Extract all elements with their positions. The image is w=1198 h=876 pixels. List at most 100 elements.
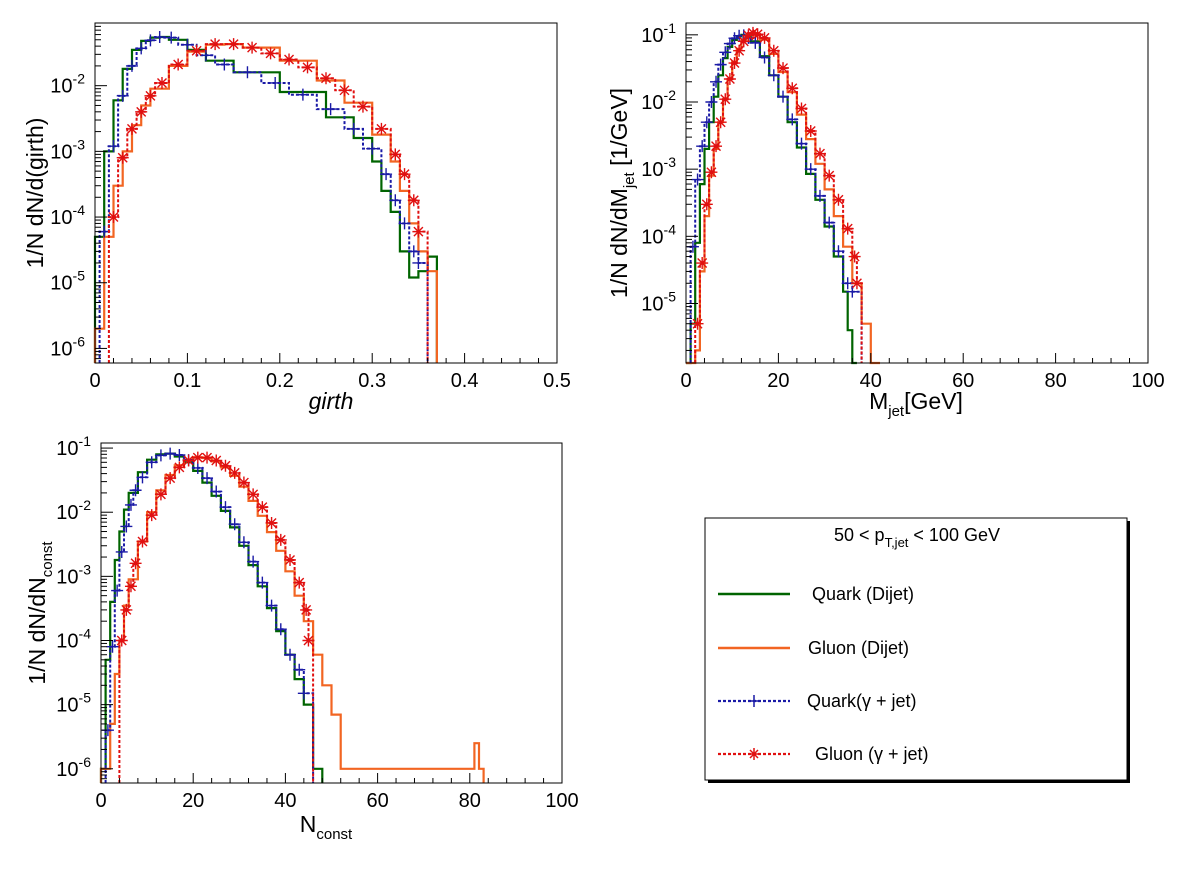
mass-marker-gluon-gamma [758, 31, 771, 44]
nconst-marker-quark-gamma [154, 449, 167, 462]
mass-marker-quark-gamma [710, 75, 723, 88]
nconst-y-tick-label: 10-6 [56, 754, 91, 781]
nconst-marker-quark-gamma [124, 498, 137, 511]
nconst-x-tick-label: 100 [545, 790, 578, 812]
girth-x-tick-label: 0.1 [173, 370, 201, 392]
girth-marker-gluon-gamma [407, 194, 420, 207]
nconst-y-tick-label: 10-1 [56, 433, 91, 460]
mass-x-axis-title-sub: jet [887, 403, 905, 420]
mass-marker-gluon-gamma [742, 29, 755, 42]
girth-marker-quark-gamma [380, 168, 393, 181]
nconst-y-axis-title: 1/N dN/dNconst [24, 541, 56, 685]
mass-marker-gluon-gamma [777, 62, 790, 75]
mass-marker-gluon-gamma [841, 222, 854, 235]
nconst-marker-quark-gamma [164, 447, 177, 460]
girth-panel: 0 0.1 0.2 0.3 0.4 0.5 10-6 10-5 10-4 10-3 10-2 gir… [22, 22, 571, 414]
mass-marker-gluon-gamma [728, 57, 741, 70]
mass-marker-quark-gamma [777, 90, 790, 103]
mass-marker-gluon-gamma [832, 193, 845, 206]
legend-header-sub: T,jet [885, 535, 909, 550]
girth-plot-frame [94, 22, 558, 364]
nconst-x-tick-label: 80 [459, 790, 481, 812]
nconst-marker-gluon-gamma [256, 501, 269, 514]
girth-marker-gluon-gamma [398, 168, 411, 181]
mass-marker-quark-gamma [795, 137, 808, 150]
mass-marker-quark-gamma [786, 113, 799, 126]
nconst-marker-quark-gamma [115, 545, 128, 558]
nconst-marker-quark-gamma [120, 520, 133, 533]
nconst-y-axis-title-sub: const [39, 541, 56, 578]
nconst-marker-gluon-gamma [210, 454, 223, 467]
girth-marker-quark-gamma [398, 217, 411, 230]
girth-series-quark-gamma [98, 36, 429, 363]
girth-y-tick-label: 10-5 [50, 268, 85, 295]
girth-marker-gluon-gamma [116, 151, 129, 164]
mass-y-axis-title-unit: [1/GeV] [606, 88, 632, 172]
mass-marker-gluon-gamma [786, 82, 799, 95]
mass-marker-quark-gamma [705, 95, 718, 108]
girth-marker-quark-gamma [412, 256, 425, 269]
mass-marker-gluon-gamma [746, 26, 759, 39]
nconst-y-tick-label: 10-5 [56, 690, 91, 717]
girth-marker-quark-gamma [269, 76, 282, 89]
nconst-marker-quark-gamma [274, 623, 287, 636]
girth-marker-quark-gamma [366, 142, 379, 155]
mass-marker-quark-gamma [823, 216, 836, 229]
girth-marker-gluon-gamma [389, 148, 402, 161]
nconst-marker-quark-gamma [228, 518, 241, 531]
mass-y-axis-title: 1/N dN/dMjet [1/GeV] [606, 88, 638, 298]
nconst-x-axis-title-main: N [300, 811, 317, 837]
girth-x-tick-label: 0 [89, 370, 100, 392]
girth-marker-quark-gamma [153, 31, 166, 44]
nconst-marker-gluon-gamma [191, 451, 204, 464]
nconst-marker-gluon-gamma [293, 576, 306, 589]
mass-x-tick-label: 100 [1131, 370, 1164, 392]
girth-marker-quark-gamma [144, 34, 157, 47]
mass-y-tick-label: 10-1 [641, 20, 676, 47]
mass-series-quark-dijet [686, 33, 857, 365]
girth-marker-quark-gamma [165, 31, 178, 44]
nconst-marker-quark-gamma [265, 599, 278, 612]
nconst-marker-quark-gamma [237, 536, 250, 549]
mass-marker-gluon-gamma [691, 317, 704, 330]
girth-marker-gluon-gamma [264, 47, 277, 60]
nconst-marker-quark-gamma [191, 461, 204, 474]
girth-marker-quark-gamma [199, 49, 212, 62]
nconst-marker-quark-gamma [129, 484, 142, 497]
mass-marker-quark-gamma [696, 140, 709, 153]
girth-marker-gluon-gamma [246, 41, 259, 54]
nconst-x-tick-label: 40 [274, 790, 296, 812]
nconst-marker-gluon-gamma [154, 488, 167, 501]
nconst-marker-quark-gamma [106, 640, 119, 653]
nconst-x-tick-label: 20 [182, 790, 204, 812]
girth-marker-quark-gamma [181, 38, 194, 51]
nconst-marker-gluon-gamma [247, 488, 260, 501]
nconst-x-axis-title-sub: const [316, 826, 353, 843]
girth-x-tick-label: 0.2 [266, 370, 294, 392]
nconst-marker-gluon-gamma [302, 634, 315, 647]
mass-x-axis-title-unit: [GeV] [904, 388, 963, 414]
mass-marker-gluon-gamma [751, 28, 764, 41]
nconst-x-axis-title: Nconst [300, 811, 353, 843]
girth-x-tick-label: 0.4 [451, 370, 479, 392]
nconst-marker-quark-gamma [173, 448, 186, 461]
mass-marker-gluon-gamma [710, 140, 723, 153]
girth-y-tick-label: 10-6 [50, 333, 85, 360]
mass-marker-gluon-gamma [714, 116, 727, 129]
girth-marker-gluon-gamma [144, 89, 157, 102]
mass-series-gluon-dijet [686, 32, 880, 365]
girth-y-tick-label: 10-4 [50, 202, 85, 229]
girth-marker-quark-gamma [389, 194, 402, 207]
girth-marker-gluon-gamma [135, 105, 148, 118]
girth-marker-gluon-gamma [412, 225, 425, 238]
girth-marker-quark-gamma [407, 245, 420, 258]
girth-marker-quark-gamma [107, 140, 120, 153]
nconst-series-gluon-gamma [118, 456, 315, 783]
nconst-marker-gluon-gamma [219, 459, 232, 472]
girth-x-axis-title: girth [309, 388, 354, 414]
nconst-marker-gluon-gamma [201, 451, 214, 464]
mass-marker-quark-gamma [832, 245, 845, 258]
mass-marker-quark-gamma [813, 189, 826, 202]
nconst-marker-gluon-gamma [284, 553, 297, 566]
